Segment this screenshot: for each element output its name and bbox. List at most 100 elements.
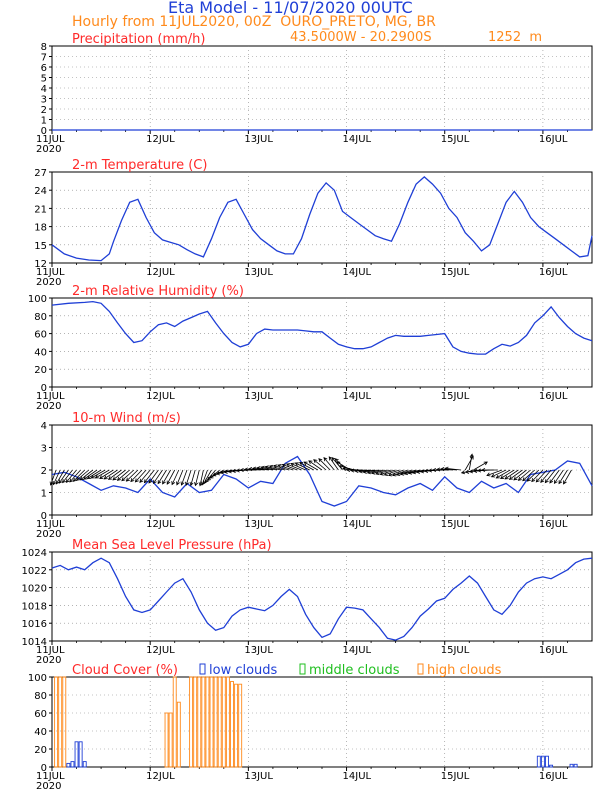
cloud-bar — [573, 763, 578, 768]
wind-arrow-head — [370, 470, 376, 475]
wind-arrow-head — [69, 478, 74, 483]
panel-2: 12 15 18 21 24 27 11JUL 12JUL 13JUL 14JUL 15JUL 16J… — [34, 158, 593, 288]
y-tick-label: 18 — [34, 223, 47, 234]
cloud-bar — [172, 676, 177, 768]
wind-arrow — [496, 469, 511, 479]
wind-arrow — [295, 462, 310, 471]
wind-arrow — [91, 469, 106, 479]
panel-title: 2-m Relative Humidity (%) — [72, 284, 244, 299]
wind-arrow — [69, 469, 81, 483]
x-tick-label: 13JUL — [244, 771, 273, 782]
series-line — [51, 300, 593, 355]
wind-arrow-head — [157, 480, 162, 485]
y-tick-label: 1014 — [22, 637, 47, 648]
wind-arrow — [83, 469, 98, 480]
wind-arrow — [121, 469, 135, 481]
wind-arrow-head — [260, 465, 265, 470]
series-line — [51, 557, 593, 641]
wind-arrow — [176, 469, 184, 485]
wind-arrow-head — [235, 468, 240, 473]
wind-arrow — [58, 469, 69, 484]
x-tick-label: 14JUL — [343, 519, 372, 530]
wind-arrow-head — [318, 458, 323, 463]
wind-arrow — [277, 464, 294, 471]
cloud-bar — [168, 712, 173, 768]
wind-arrow-head — [392, 472, 397, 477]
y-tick-label: 1024 — [22, 548, 47, 559]
wind-arrow — [371, 469, 388, 474]
cloud-bar — [66, 762, 71, 768]
x-tick-label: 16JUL — [539, 134, 568, 145]
wind-arrow — [359, 469, 376, 473]
wind-arrow — [261, 466, 278, 471]
wind-arrow — [290, 463, 306, 471]
y-tick-label: 0 — [41, 383, 47, 394]
wind-arrow — [203, 469, 212, 485]
wind-arrow-head — [396, 472, 401, 476]
wind-arrow — [265, 466, 282, 471]
x-tick-label: 12JUL — [146, 645, 175, 656]
wind-arrow-head — [308, 460, 313, 465]
y-tick-label: 8 — [41, 42, 47, 53]
wind-arrow — [76, 469, 90, 481]
wind-arrow-head — [277, 464, 282, 468]
wind-arrow — [299, 462, 314, 471]
wind-arrow-head — [139, 478, 144, 483]
wind-arrow-head — [411, 470, 417, 475]
x-tick-label: 16JUL — [539, 645, 568, 656]
x-tick-label: 15JUL — [441, 267, 470, 278]
x-tick-label: 14JUL — [343, 771, 372, 782]
y-tick-label: 20 — [34, 365, 47, 376]
wind-arrow — [328, 456, 339, 471]
legend-label: middle clouds — [309, 663, 400, 678]
x-year-label: 2020 — [36, 401, 61, 412]
panel-5: 1014 1016 1018 1020 1022 1024 11JUL 12JUL 13JUL 1… — [22, 538, 593, 666]
wind-arrow — [367, 469, 384, 474]
wind-arrow-head — [65, 478, 70, 483]
x-tick-label: 15JUL — [441, 771, 470, 782]
wind-arrow — [504, 469, 519, 480]
wind-arrow — [73, 469, 85, 482]
wind-arrow — [55, 469, 65, 485]
wind-arrow-head — [558, 480, 563, 485]
wind-arrow-head — [490, 473, 496, 478]
wind-arrow-head — [143, 479, 148, 484]
wind-arrow — [331, 457, 343, 471]
wind-arrow — [269, 465, 286, 471]
wind-arrow-head — [469, 453, 474, 458]
wind-arrow-head — [83, 475, 88, 480]
wind-arrow-head — [526, 477, 531, 482]
wind-arrow-head — [62, 479, 66, 484]
wind-arrow — [404, 469, 421, 475]
wind-arrow-head — [379, 471, 384, 476]
y-tick-label: 1022 — [22, 566, 47, 577]
legend-swatch — [299, 663, 306, 675]
wind-arrow-head — [99, 475, 104, 479]
y-tick-label: 100 — [28, 294, 47, 305]
y-tick-label: 80 — [34, 312, 47, 323]
chart-subtitle: Hourly from 11JUL2020, 00Z OURO_PRETO, M… — [72, 14, 436, 30]
wind-arrow — [248, 468, 265, 471]
y-tick-label: 12 — [34, 259, 47, 270]
y-tick-label: 1 — [41, 116, 47, 127]
x-tick-label: 12JUL — [146, 134, 175, 145]
panel-title: Precipitation (mm/h) — [72, 32, 205, 47]
wind-arrow-head — [460, 470, 466, 475]
x-tick-label: 11JUL — [36, 267, 65, 278]
y-tick-label: 60 — [34, 330, 47, 341]
wind-arrow — [65, 469, 77, 483]
wind-arrow — [509, 469, 523, 480]
wind-arrow — [139, 469, 151, 483]
wind-arrow-head — [171, 480, 176, 486]
x-tick-label: 12JUL — [146, 391, 175, 402]
station-elevation: 1252 m — [488, 30, 543, 45]
wind-arrow — [392, 469, 409, 476]
wind-arrow-head — [256, 466, 261, 471]
wind-arrow-head — [549, 479, 554, 484]
wind-arrow-head — [464, 469, 470, 474]
wind-arrow-head — [58, 479, 63, 484]
x-tick-label: 15JUL — [441, 134, 470, 145]
wind-arrow-head — [423, 468, 429, 473]
wind-arrow — [162, 469, 171, 485]
